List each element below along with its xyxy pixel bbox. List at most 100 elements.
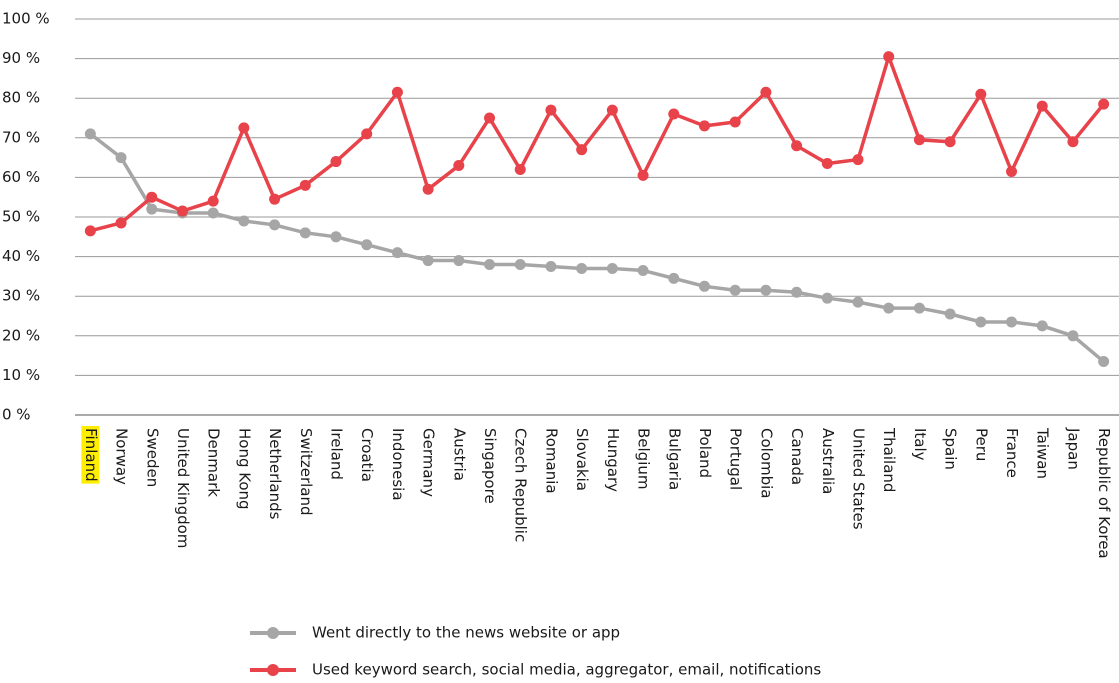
data-point [944, 136, 956, 148]
data-point [576, 262, 588, 274]
data-point [913, 134, 925, 146]
x-tick-label: United States [850, 428, 868, 530]
data-point [1098, 98, 1110, 110]
x-tick-label: Czech Republic [512, 428, 530, 542]
x-tick-label: France [1003, 428, 1021, 478]
x-tick-label: Singapore [481, 428, 499, 504]
data-point [791, 286, 803, 298]
data-point [115, 217, 127, 229]
x-tick-label: Switzerland [297, 428, 315, 516]
x-tick-label: Thailand [880, 427, 898, 492]
data-point [484, 112, 496, 124]
x-tick-label: Republic of Korea [1095, 428, 1113, 559]
data-point [1067, 136, 1079, 148]
data-point [238, 122, 250, 134]
data-point [361, 239, 373, 251]
data-point [1006, 316, 1018, 328]
data-point [330, 156, 342, 168]
legend-label: Used keyword search, social media, aggre… [312, 661, 821, 679]
x-tick-label: Spain [942, 428, 960, 470]
data-point [975, 88, 987, 100]
data-point [698, 280, 710, 292]
data-point [453, 160, 465, 172]
data-point [1036, 100, 1048, 112]
data-point [453, 255, 465, 267]
data-point [330, 231, 342, 243]
data-point [545, 261, 557, 272]
data-point [238, 215, 250, 227]
data-point [821, 158, 833, 170]
data-point [115, 152, 127, 164]
data-point [821, 292, 833, 304]
series-line [89, 132, 1105, 363]
x-tick-label: Slovakia [573, 428, 591, 491]
data-point [422, 183, 434, 195]
data-point [269, 193, 281, 205]
legend-marker [267, 664, 279, 676]
data-point [545, 104, 557, 116]
data-point [1067, 330, 1079, 342]
data-point [975, 316, 987, 328]
y-tick-label: 40 % [2, 247, 40, 265]
data-point [1036, 320, 1048, 332]
x-tick-label: Hong Kong [235, 428, 253, 510]
data-point [729, 116, 741, 128]
data-point [944, 308, 956, 320]
x-tick-label: Bulgaria [665, 428, 683, 490]
data-point [84, 128, 96, 140]
x-tick-label: Croatia [358, 428, 376, 482]
data-point [791, 140, 803, 152]
data-point [146, 203, 158, 215]
data-point [1006, 165, 1018, 177]
x-tick-label: Indonesia [389, 428, 407, 501]
highlight [81, 426, 100, 484]
x-tick-label: Italy [911, 428, 929, 461]
y-tick-label: 0 % [2, 406, 31, 424]
x-tick-label: Colombia [757, 428, 775, 499]
data-point [391, 247, 403, 259]
data-point [269, 219, 281, 231]
data-point [207, 207, 219, 219]
x-tick-label: Netherlands [266, 428, 284, 520]
data-point [637, 264, 649, 276]
x-tick-label: Sweden [143, 428, 161, 487]
x-tick-label: Romania [542, 428, 560, 494]
data-point [760, 86, 772, 98]
data-point [698, 120, 710, 132]
x-tick-label: Canada [788, 428, 806, 485]
data-point [176, 205, 188, 217]
x-tick-label: Denmark [205, 428, 223, 497]
data-point [883, 302, 895, 314]
x-tick-label: Germany [420, 428, 438, 497]
series-line [89, 51, 1106, 233]
data-point [606, 104, 618, 116]
data-point [637, 169, 649, 181]
data-point [207, 195, 219, 207]
data-point [913, 302, 925, 314]
legend-label: Went directly to the news website or app [312, 624, 620, 642]
data-point [606, 262, 618, 274]
x-tick-label: United Kingdom [174, 428, 192, 548]
y-tick-label: 50 % [2, 208, 40, 226]
data-point [146, 191, 158, 203]
y-tick-label: 70 % [2, 128, 40, 146]
data-point [883, 51, 895, 63]
data-point [391, 86, 403, 98]
y-tick-label: 80 % [2, 89, 40, 107]
y-tick-label: 10 % [2, 366, 40, 384]
data-point [760, 284, 772, 296]
data-point [299, 227, 311, 239]
data-point [514, 163, 526, 175]
x-tick-label: Portugal [727, 428, 745, 490]
x-tick-label: Finland [82, 428, 100, 482]
data-point [299, 179, 311, 191]
x-tick-label: Japan [1064, 427, 1082, 470]
data-point [514, 259, 526, 271]
data-point [668, 272, 680, 284]
data-point [484, 259, 496, 271]
legend-marker [267, 627, 279, 639]
data-point [852, 154, 864, 166]
y-tick-label: 90 % [2, 49, 40, 67]
x-tick-label: Norway [113, 428, 131, 485]
